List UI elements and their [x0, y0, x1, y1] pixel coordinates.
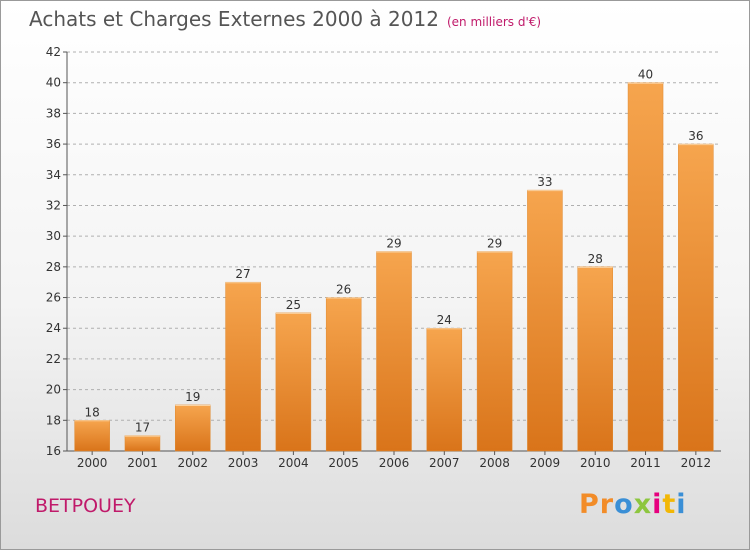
logo-letter: t	[662, 489, 677, 520]
bar	[74, 420, 110, 452]
x-tick-label: 2007	[429, 456, 460, 470]
x-tick-label: 2002	[177, 456, 208, 470]
y-tick-label: 20	[46, 383, 61, 397]
x-tick-label: 2008	[479, 456, 510, 470]
bar-value-label: 24	[437, 313, 452, 327]
x-tick-label: 2003	[228, 456, 259, 470]
x-tick-label: 2012	[681, 456, 712, 470]
bar	[325, 297, 362, 452]
bar-value-label: 28	[588, 252, 603, 266]
y-tick-label: 30	[46, 229, 61, 243]
x-tick-label: 2005	[328, 456, 359, 470]
logo-letter: o	[614, 489, 634, 520]
x-tick-label: 2004	[278, 456, 309, 470]
x-tick-label: 2000	[77, 456, 108, 470]
chart-title-text: Achats et Charges Externes 2000 à 2012	[29, 7, 439, 31]
bar-value-label: 29	[487, 237, 502, 251]
y-tick-label: 34	[46, 168, 61, 182]
x-tick-label: 2001	[127, 456, 158, 470]
bar-value-label: 29	[386, 237, 401, 251]
bar	[124, 435, 161, 452]
chart-unit: (en milliers d'€)	[446, 15, 542, 29]
y-tick-label: 28	[46, 260, 61, 274]
y-tick-label: 24	[46, 321, 61, 335]
y-tick-label: 42	[46, 45, 61, 59]
bar	[275, 312, 312, 452]
bar	[527, 189, 563, 452]
labels: 16 18 20 22 24 26 28 30 32 34 36 38 40 42 18 2000 17 2001…	[46, 45, 711, 470]
logo-letter: P	[579, 489, 600, 520]
x-tick-label: 2006	[379, 456, 410, 470]
y-tick-label: 40	[46, 76, 61, 90]
chart-title: Achats et Charges Externes 2000 à 2012 (e…	[29, 7, 541, 31]
logo-letter: r	[599, 489, 615, 520]
y-tick-label: 18	[46, 413, 61, 427]
bar-value-label: 18	[85, 405, 100, 419]
y-tick-label: 32	[46, 198, 61, 212]
y-tick-label: 38	[46, 106, 61, 120]
bar-value-label: 36	[688, 129, 703, 143]
bar	[175, 404, 211, 452]
logo-letter: i	[676, 489, 687, 520]
bar-value-label: 17	[135, 421, 150, 435]
logo-letter: i	[652, 489, 663, 520]
bar	[577, 266, 613, 452]
bar	[225, 281, 261, 452]
bar	[426, 327, 463, 452]
bars	[74, 82, 714, 452]
bar-value-label: 19	[185, 390, 200, 404]
proxiti-logo[interactable]: Proxiti	[579, 489, 687, 520]
bar	[476, 251, 513, 452]
bar	[376, 251, 412, 452]
x-tick-label: 2010	[580, 456, 611, 470]
bar-value-label: 33	[537, 175, 552, 189]
x-tick-label: 2011	[630, 456, 661, 470]
bar-value-label: 40	[638, 68, 653, 82]
bar-value-label: 25	[286, 298, 301, 312]
x-tick-label: 2009	[530, 456, 561, 470]
bar	[678, 143, 714, 452]
y-tick-label: 16	[46, 444, 61, 458]
logo-letter: x	[633, 489, 653, 520]
y-tick-label: 26	[46, 291, 61, 305]
bar-value-label: 26	[336, 283, 351, 297]
commune-name: BETPOUEY	[35, 495, 136, 517]
y-tick-label: 22	[46, 352, 61, 366]
bar-value-label: 27	[235, 267, 250, 281]
bar	[627, 82, 664, 452]
y-tick-label: 36	[46, 137, 61, 151]
